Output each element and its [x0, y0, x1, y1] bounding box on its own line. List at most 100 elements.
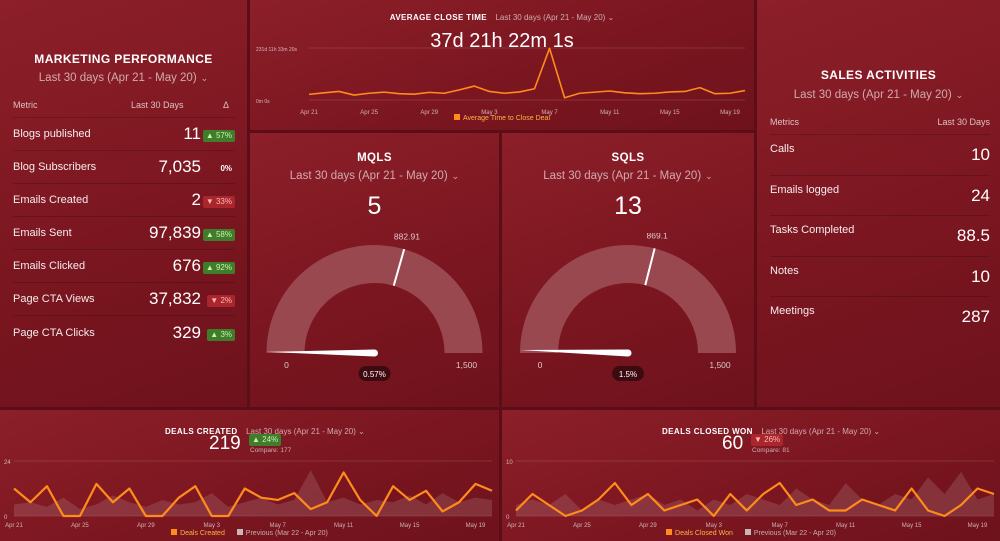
metric-label: Calls — [770, 143, 795, 155]
table-row: Calls 10 — [770, 135, 990, 176]
deals-closed-won-panel: DEALS CLOSED WON Last 30 days (Apr 21 - … — [502, 410, 1000, 541]
metric-label: Blog Subscribers — [13, 161, 97, 173]
gauge-arc — [266, 245, 483, 353]
x-tick-label: Apr 21 — [5, 523, 23, 529]
sqls-gauge: 869.1 0 1,500 1.5% — [520, 233, 736, 381]
date-range-select[interactable]: Last 30 days (Apr 21 - May 20) ⌄ — [757, 89, 1000, 101]
legend-swatch — [171, 529, 178, 535]
date-range-select[interactable]: Last 30 days (Apr 21 - May 20) ⌄ — [246, 427, 365, 436]
metric-value: 287 — [961, 307, 990, 326]
y-tick-label: 24 — [4, 460, 11, 466]
table-row: Emails Clicked 676 ▲ 92% — [13, 250, 235, 283]
metric-label: Meetings — [770, 305, 815, 317]
previous-series-area — [516, 472, 994, 516]
gauge-needle-hub — [371, 349, 378, 357]
date-range-label: Last 30 days (Apr 21 - May 20) — [246, 427, 356, 436]
metric-label: Notes — [770, 264, 799, 277]
chart-legend: Deals Created Previous (Mar 22 - Apr 20) — [0, 529, 499, 537]
date-range-label: Last 30 days (Apr 21 - May 20) — [289, 170, 448, 182]
date-range-select[interactable]: Last 30 days (Apr 21 - May 20) ⌄ — [0, 72, 247, 84]
legend-label: Average Time to Close Deal — [462, 115, 551, 122]
table-header: Metrics Last 30 Days — [770, 117, 990, 135]
table-row: Tasks Completed 88.5 — [770, 216, 990, 257]
metric-value: 97,839 — [149, 223, 201, 242]
close-time-chart: 231d 11h 33m 20s 0m 0s Apr 21 Apr 25 Apr 29 M… — [256, 47, 746, 116]
date-range-label: Last 30 days (Apr 21 - May 20) — [495, 13, 606, 22]
date-range-select[interactable]: Last 30 days (Apr 21 - May 20) ⌄ — [761, 427, 880, 436]
chevron-down-icon: ⌄ — [451, 171, 460, 181]
x-tick-label: Apr 25 — [573, 523, 591, 529]
x-tick-label: May 3 — [204, 523, 221, 529]
gauge-min-label: 0 — [284, 360, 289, 370]
x-tick-label: Apr 21 — [507, 523, 525, 529]
deals-won-chart: 10 0 Apr 21 Apr 25 Apr 29 May 3 May 7 May 11 May… — [506, 460, 995, 529]
x-tick-label: May 15 — [902, 523, 922, 529]
date-range-label: Last 30 days (Apr 21 - May 20) — [543, 170, 702, 182]
mqls-value: 5 — [367, 192, 382, 220]
table-row: Page CTA Clicks 329 ▲ 3% — [13, 316, 235, 349]
legend-swatch — [453, 114, 460, 120]
legend-previous: Previous (Mar 22 - Apr 20) — [753, 530, 836, 537]
metric-label: Emails Clicked — [13, 260, 86, 272]
x-tick-label: May 3 — [481, 110, 498, 116]
table-row: Emails Created 2 ▼ 33% — [13, 184, 235, 217]
panel-title: MARKETING PERFORMANCE — [34, 52, 213, 66]
date-range-select[interactable]: Last 30 days (Apr 21 - May 20) ⌄ — [495, 13, 614, 22]
gauge-target-marker — [392, 248, 406, 286]
legend-swatch-prev — [744, 529, 751, 535]
x-tick-label: Apr 29 — [420, 110, 438, 116]
deals-created-panel: DEALS CREATED Last 30 days (Apr 21 - May… — [0, 410, 499, 541]
sales-activities-panel: SALES ACTIVITIES Last 30 days (Apr 21 - … — [757, 0, 1000, 407]
gauge-needle — [520, 349, 629, 357]
panel-title: DEALS CLOSED WON — [662, 427, 753, 436]
series-line — [13, 471, 493, 518]
gauge-target-marker — [644, 248, 656, 286]
date-range-label: Last 30 days (Apr 21 - May 20) — [38, 72, 197, 84]
metric-label: Emails Created — [13, 194, 89, 206]
x-tick-label: Apr 29 — [639, 523, 657, 529]
x-tick-label: May 19 — [968, 523, 988, 529]
gauge-arc — [520, 245, 736, 353]
gauge-max-label: 1,500 — [709, 360, 731, 370]
gauge-target-label: 882.91 — [394, 233, 420, 242]
metric-value: 88.5 — [956, 226, 990, 245]
gauge-target-label: 869.1 — [646, 233, 668, 241]
chevron-down-icon: ⌄ — [200, 73, 209, 83]
metric-value: 2 — [191, 190, 201, 209]
deals-won-value: 60 — [722, 433, 744, 454]
x-tick-label: May 3 — [706, 523, 723, 529]
average-close-time-panel: AVERAGE CLOSE TIME Last 30 days (Apr 21 … — [250, 0, 754, 130]
col-delta: Δ — [222, 100, 229, 110]
table-row: Emails Sent 97,839 ▲ 58% — [13, 217, 235, 250]
marketing-performance-panel: MARKETING PERFORMANCE Last 30 days (Apr … — [0, 0, 247, 407]
delta-badge: 0% — [220, 164, 232, 173]
col-period: Last 30 Days — [937, 117, 990, 127]
chevron-down-icon: ⌄ — [955, 90, 964, 100]
table-row: Blog Subscribers 7,035 0% — [13, 151, 235, 184]
x-tick-label: Apr 21 — [300, 110, 318, 116]
series-line — [515, 481, 995, 518]
deals-created-chart: 24 0 Apr 21 Apr 25 Apr 29 May 3 May 7 May 11 May… — [4, 460, 493, 529]
table-row: Blogs published 11 ▲ 57% — [13, 118, 235, 151]
gauge-needle — [266, 349, 375, 357]
date-range-select[interactable]: Last 30 days (Apr 21 - May 20) ⌄ — [502, 170, 754, 182]
legend-previous: Previous (Mar 22 - Apr 20) — [245, 530, 328, 537]
delta-badge: ▲ 92% — [202, 262, 235, 274]
sqls-value: 13 — [614, 192, 642, 220]
x-tick-label: May 7 — [270, 523, 287, 529]
x-tick-label: May 19 — [466, 523, 486, 529]
x-tick-label: May 7 — [772, 523, 789, 529]
metric-value: 37,832 — [149, 289, 201, 308]
gauge-pct-pill — [612, 366, 644, 381]
legend-swatch — [666, 529, 673, 535]
series-line — [308, 47, 746, 99]
metric-value: 11 — [183, 124, 201, 143]
col-metric: Metric — [13, 100, 38, 110]
gauge-pct-label: 0.57% — [363, 370, 386, 379]
col-period: Last 30 Days — [131, 100, 184, 110]
mqls-gauge: 882.91 0 1,500 0.57% — [266, 233, 483, 381]
delta-badge: ▼ 2% — [207, 295, 235, 307]
y-tick-label: 231d 11h 33m 20s — [256, 47, 298, 53]
date-range-select[interactable]: Last 30 days (Apr 21 - May 20) ⌄ — [250, 170, 499, 182]
gauge-needle-hub — [624, 349, 632, 357]
